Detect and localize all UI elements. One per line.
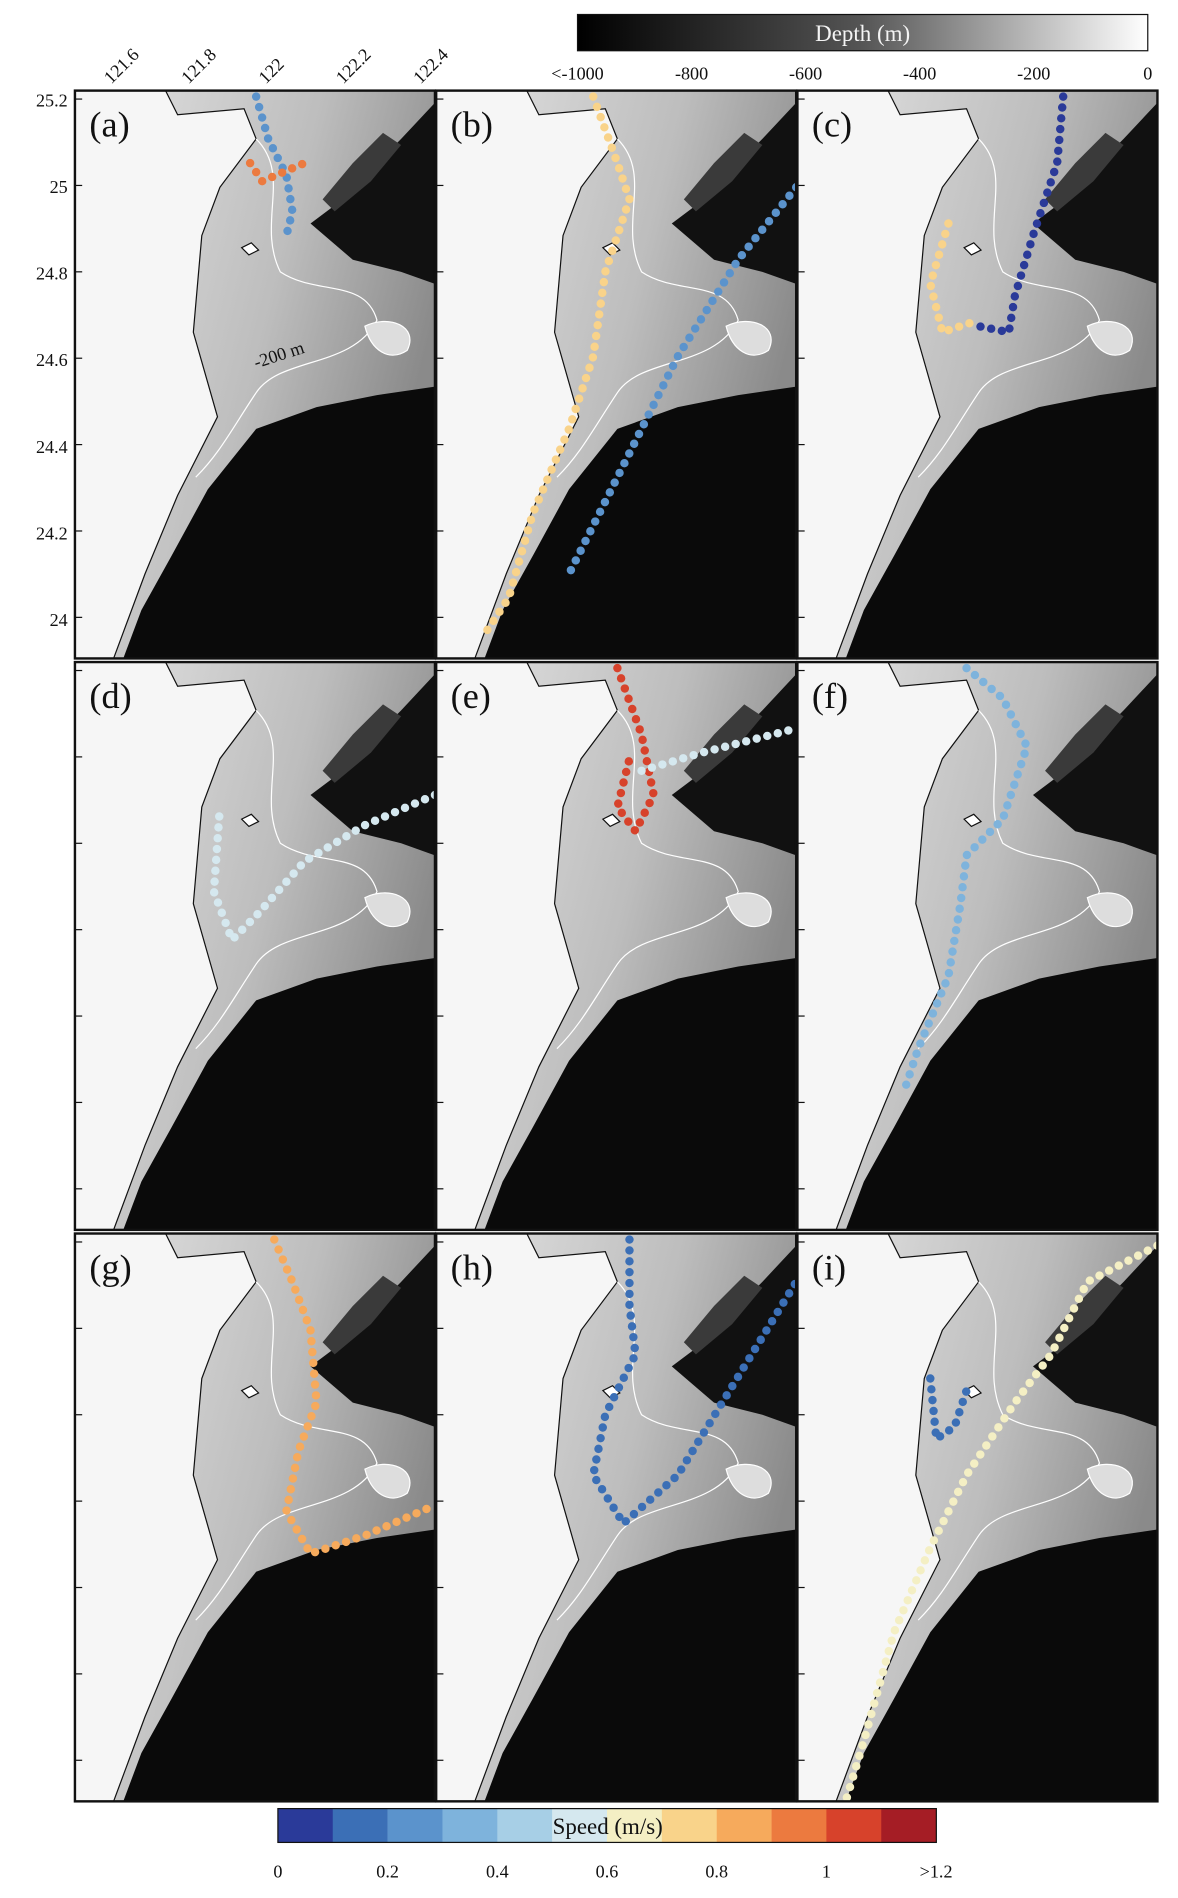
depth-tick-label: 0 [1143,64,1152,84]
panel-frame [796,660,1159,1232]
speed-color-step [607,1808,663,1843]
panel-label: (e) [451,676,491,716]
drifter-track [245,158,309,187]
map-panel: (h) [436,1233,797,1802]
lon-tick-label: 121.6 [100,44,143,87]
drifter-track [251,92,297,240]
speed-colorbar-title: Speed (m/s) [553,1814,663,1839]
speed-tick-label: 0.8 [705,1861,728,1881]
drifter-track [926,1374,971,1447]
drifter-track [612,663,659,840]
depth-colorbar [576,13,1149,52]
panel-label: (h) [451,1247,493,1287]
lat-tick-label: 24.6 [36,350,68,370]
speed-tick-label: 1 [822,1861,831,1881]
speed-tick-label: 0 [273,1861,282,1881]
speed-tick-label: 0.2 [376,1861,399,1881]
map-panel: (c) [797,90,1158,659]
lat-tick-label: 25.2 [36,90,68,110]
speed-color-step [332,1808,388,1843]
depth-tick-label: -400 [903,64,936,84]
basemap [436,90,797,659]
basemap [797,90,1158,659]
lat-tick-label: 24 [50,610,68,630]
map-panel: (f) [797,662,1158,1230]
lon-tick-label: 122.4 [409,44,452,87]
map-panel: (d) [74,662,435,1230]
drifter-track [270,1235,435,1559]
lat-tick-label: 25 [50,177,68,197]
speed-tick-label: 0.4 [486,1861,509,1881]
panel-label: (f) [812,676,848,716]
speed-color-step [661,1808,717,1843]
speed-color-step [716,1808,772,1843]
drifter-track [637,724,797,776]
drifter-track [480,92,634,639]
panel-label: (g) [89,1247,131,1287]
panels: (a)-200 m (b) (c) (d) (e) (f) (g) (h) (i) [73,89,1159,1803]
drifter-track [901,663,1032,1090]
speed-color-step [277,1808,333,1843]
lon-tick-label: 121.8 [177,44,220,87]
panel-label: (a) [89,105,129,145]
speed-color-step [771,1808,827,1843]
drifter-track [974,92,1068,338]
drifter-track [588,1235,797,1530]
speed-color-step [497,1808,553,1843]
panel-label: (i) [812,1247,846,1287]
map-panel: (i) [797,1233,1158,1802]
basemap [74,1233,435,1802]
speed-color-step [442,1808,498,1843]
panel-label: (b) [451,105,493,145]
panel-label: (c) [812,105,852,145]
speed-color-step [387,1808,443,1843]
drifter-track [209,790,435,948]
depth-tick-label: -200 [1017,64,1050,84]
map-panel: (b) [436,90,797,659]
colorbars: Depth (m) <-1000 -800 -600 -400 -200 0 Speed (m… [273,13,1152,1881]
lat-tick-label: 24.2 [36,523,68,543]
basemap [797,662,1158,1230]
drifter-track [564,183,797,579]
panel-frame [796,1232,1159,1803]
panel-frame [796,89,1159,660]
basemap [436,662,797,1230]
depth-tick-label: -800 [675,64,708,84]
speed-color-step [552,1808,608,1843]
lat-tick-label: 24.8 [36,264,68,284]
drifter-track [925,219,983,338]
depth-tick-label: -600 [789,64,822,84]
lon-tick-label: 122.2 [332,44,375,87]
speed-colorbar-frame [277,1807,937,1844]
drifter-track [841,1241,1158,1802]
lon-tick-label: 122 [255,54,288,87]
basemap [74,662,435,1230]
speed-color-step [826,1808,882,1843]
depth-colorbar-title: Depth (m) [815,21,910,46]
panel-label: (d) [89,676,131,716]
map-panel: (e) [436,662,797,1230]
speed-tick-label: 0.6 [596,1861,619,1881]
lat-tick-label: 24.4 [36,437,68,457]
map-panel: (a)-200 m [74,90,435,659]
speed-tick-label: >1.2 [920,1861,953,1881]
speed-color-step [881,1808,937,1843]
map-panel: (g) [74,1233,435,1802]
basemap [797,1233,1158,1802]
depth-tick-label: <-1000 [551,64,603,84]
